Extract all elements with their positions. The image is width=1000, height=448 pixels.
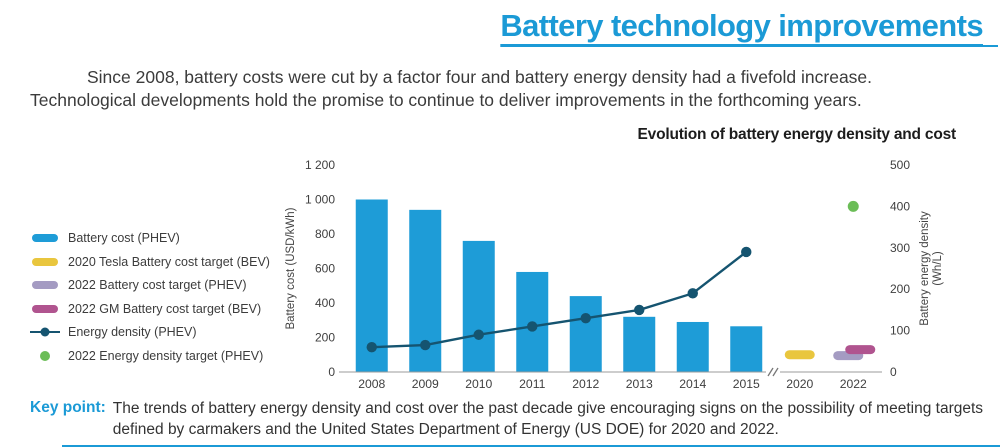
page-header: Battery technology improvements: [500, 8, 998, 47]
svg-text:2015: 2015: [733, 377, 760, 391]
svg-text:2020: 2020: [786, 377, 813, 391]
key-point: Key point: The trends of battery energy …: [30, 399, 992, 440]
svg-text:0: 0: [890, 365, 897, 379]
legend-item-1: 2020 Tesla Battery cost target (BEV): [30, 255, 270, 269]
bar-swatch-icon: [32, 281, 58, 289]
bar-2013: [623, 316, 656, 372]
legend-label: 2022 Energy density target (PHEV): [68, 348, 264, 363]
svg-text:600: 600: [315, 262, 335, 276]
svg-text:400: 400: [315, 296, 335, 310]
legend-label: Battery cost (PHEV): [68, 231, 180, 245]
legend-label: 2022 GM Battery cost target (BEV): [68, 301, 262, 316]
energy-density-line: [371, 250, 747, 349]
bar-swatch-icon: [32, 234, 58, 242]
chart-svg: 0 200 400 600 800 1 000 1 200 0 100 200 300 400 500 2…: [285, 158, 944, 391]
dot-marker-icon: [40, 350, 50, 361]
svg-text:100: 100: [890, 324, 910, 338]
intro-line-2: Technological developments hold the prom…: [30, 90, 862, 111]
svg-text:300: 300: [890, 241, 910, 255]
svg-text:500: 500: [890, 158, 910, 172]
chart-title: Evolution of battery energy density and …: [637, 126, 957, 143]
svg-text:2011: 2011: [519, 377, 545, 391]
svg-text:2010: 2010: [465, 377, 492, 391]
target-marker: [845, 345, 876, 355]
target-dot-2022: [847, 200, 859, 212]
key-point-text: The trends of battery energy density and…: [112, 400, 984, 438]
line-dot-2009: [420, 339, 431, 351]
key-point-label: Key point:: [30, 399, 106, 416]
target-marker: [784, 350, 815, 360]
line-dot-2014: [687, 288, 698, 299]
bottom-divider: [62, 445, 1000, 447]
legend-item-5: 2022 Energy density target (PHEV): [30, 349, 270, 363]
chart-legend: Battery cost (PHEV) 2020 Tesla Battery co…: [30, 231, 270, 363]
svg-text:200: 200: [315, 331, 335, 345]
line-dot-2013: [634, 304, 645, 316]
svg-text:2014: 2014: [679, 377, 706, 391]
legend-label: 2020 Tesla Battery cost target (BEV): [68, 254, 270, 269]
bar-swatch-icon: [32, 257, 58, 266]
legend-label: 2022 Battery cost target (PHEV): [68, 278, 247, 292]
bar-swatch-icon: [32, 304, 58, 313]
line-dot-marker-icon: [30, 327, 60, 337]
svg-text:1 000: 1 000: [305, 193, 335, 207]
svg-text:Battery cost (USD/kWh): Battery cost (USD/kWh): [285, 207, 297, 329]
intro-paragraph: Since 2008, battery costs were cut by a …: [30, 66, 992, 113]
title-underline-extension: [983, 45, 998, 47]
svg-text:2013: 2013: [626, 377, 653, 391]
legend-label: Energy density (PHEV): [68, 325, 197, 339]
chart-area: 0 200 400 600 800 1 000 1 200 0 100 200 300 400 500 2…: [280, 150, 980, 395]
line-dot-2012: [580, 312, 591, 324]
svg-text:2012: 2012: [572, 377, 599, 391]
svg-text:2008: 2008: [358, 377, 385, 391]
svg-text:0: 0: [328, 365, 335, 379]
svg-text:1 200: 1 200: [305, 158, 335, 172]
legend-item-3: 2022 GM Battery cost target (BEV): [30, 302, 270, 316]
intro-line-1: Since 2008, battery costs were cut by a …: [87, 67, 873, 87]
svg-text:800: 800: [315, 227, 335, 241]
bar-2014: [676, 321, 709, 372]
legend-item-0: Battery cost (PHEV): [30, 231, 270, 245]
bar-2015: [730, 326, 763, 372]
line-dot-2010: [473, 329, 484, 340]
line-dot-2015: [741, 246, 752, 258]
svg-text:2009: 2009: [412, 377, 439, 391]
bar-2012: [569, 296, 602, 372]
svg-text:2022: 2022: [840, 377, 867, 391]
bar-2010: [462, 240, 495, 372]
legend-item-4: Energy density (PHEV): [30, 325, 270, 339]
svg-text:200: 200: [890, 282, 910, 296]
line-dot-2008: [366, 341, 377, 353]
page-title: Battery technology improvements: [500, 8, 983, 43]
svg-text:Battery energy density(Wh/L): Battery energy density(Wh/L): [919, 211, 944, 326]
line-dot-2011: [527, 321, 538, 332]
legend-item-2: 2022 Battery cost target (PHEV): [30, 278, 270, 292]
svg-text:400: 400: [890, 199, 910, 213]
